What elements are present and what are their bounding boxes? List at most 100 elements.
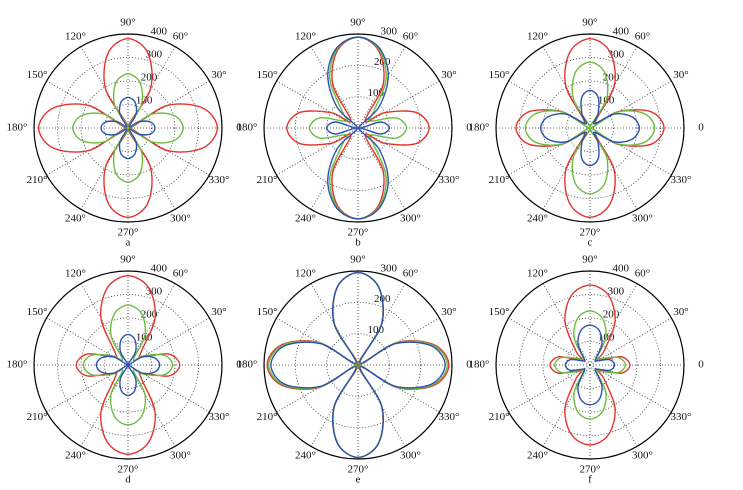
curve (539, 89, 641, 167)
outer-circle (33, 270, 223, 460)
radius-label: 200 (603, 309, 620, 321)
radius-label: 300 (381, 263, 398, 275)
angle-label: 150° (489, 306, 510, 318)
radius-label: 400 (151, 263, 168, 275)
angle-label: 210° (27, 411, 48, 423)
ring (104, 341, 152, 389)
radius-label: 100 (368, 324, 385, 336)
angle-label: 150° (257, 306, 278, 318)
curve (95, 333, 161, 397)
curve (524, 61, 656, 195)
spoke (357, 127, 440, 176)
spoke (508, 364, 591, 413)
ring (326, 333, 390, 397)
angle-label: 210° (489, 411, 510, 423)
angle-label: 180° (7, 359, 28, 371)
caption: c (588, 237, 593, 249)
angle-label: 120° (65, 31, 86, 43)
curve (286, 36, 430, 220)
angle-label: 210° (257, 174, 278, 186)
curve (270, 271, 446, 459)
angle-label: 60° (403, 31, 418, 43)
angle-label: 210° (489, 174, 510, 186)
angle-label: 180° (237, 122, 258, 134)
spoke (276, 127, 359, 176)
ring (80, 317, 176, 413)
spoke (508, 317, 591, 366)
caption: a (126, 237, 131, 249)
angle-label: 210° (257, 411, 278, 423)
curve (100, 96, 156, 160)
angle-label: 0 (466, 122, 472, 134)
spoke (542, 364, 591, 447)
angle-label: 330° (670, 174, 691, 186)
angle-label: 180° (469, 122, 490, 134)
curve (75, 274, 181, 456)
angle-label: 180° (469, 359, 490, 371)
angle-label: 240° (527, 449, 548, 461)
ring (542, 317, 638, 413)
angle-label: 150° (27, 69, 48, 81)
polar-chart: 0 30° 60° 90° 120° 150° 180° 210° 240° 270° 300° 33… (237, 17, 473, 249)
caption: f (588, 474, 592, 486)
radius-label: 200 (141, 72, 158, 84)
ring (566, 104, 614, 152)
spoke (589, 317, 672, 366)
angle-label: 300° (632, 212, 653, 224)
angle-label: 210° (27, 174, 48, 186)
angle-label: 60° (403, 268, 418, 280)
angle-label: 150° (489, 69, 510, 81)
ring (542, 80, 638, 176)
polar-chart: 0 30° 60° 90° 120° 150° 180° 210° 240° 270° 300° 33… (7, 17, 243, 249)
angle-label: 90° (350, 17, 365, 29)
spoke (589, 283, 638, 366)
angle-label: 270° (580, 464, 601, 476)
angle-label: 60° (635, 268, 650, 280)
angle-label: 330° (438, 411, 459, 423)
angle-label: 300° (170, 212, 191, 224)
spoke (276, 80, 359, 129)
radius-label: 400 (613, 26, 630, 38)
radius-label: 200 (141, 309, 158, 321)
curve (325, 36, 391, 220)
angle-label: 30° (673, 69, 688, 81)
angle-label: 90° (120, 254, 135, 266)
angle-label: 330° (208, 411, 229, 423)
spoke (589, 364, 638, 447)
angle-label: 240° (295, 449, 316, 461)
angle-label: 90° (582, 254, 597, 266)
polar-chart: 0 30° 60° 90° 120° 150° 180° 210° 240° 270° 300° 33… (7, 254, 243, 486)
polar-chart: 0 30° 60° 90° 120° 150° 180° 210° 240° 270° 300° 33… (469, 254, 705, 486)
angle-label: 120° (527, 31, 548, 43)
angle-label: 330° (438, 174, 459, 186)
ring (57, 294, 199, 436)
outer-circle (263, 270, 453, 460)
angle-label: 300° (400, 449, 421, 461)
curve (308, 36, 408, 220)
curve (515, 37, 665, 219)
angle-label: 120° (295, 31, 316, 43)
angle-label: 0 (466, 359, 472, 371)
radius-label: 300 (608, 49, 625, 61)
polar-chart: 0 30° 60° 90° 120° 150° 180° 210° 240° 270° 300° 33… (237, 254, 473, 486)
curve (564, 324, 616, 406)
outer-circle (263, 33, 453, 223)
spoke (310, 46, 359, 129)
angle-label: 300° (632, 449, 653, 461)
angle-label: 30° (673, 306, 688, 318)
ring (294, 301, 422, 429)
angle-label: 240° (65, 449, 86, 461)
angle-label: 30° (441, 306, 456, 318)
angle-label: 330° (208, 174, 229, 186)
angle-label: 300° (400, 212, 421, 224)
ring (294, 64, 422, 192)
angle-label: 60° (173, 31, 188, 43)
caption: d (125, 474, 131, 486)
spoke (310, 127, 359, 210)
spoke (357, 46, 406, 129)
angle-label: 180° (237, 359, 258, 371)
angle-label: 270° (348, 464, 369, 476)
angle-label: 0 (698, 359, 704, 371)
outer-circle (33, 33, 223, 223)
spoke (357, 80, 440, 129)
